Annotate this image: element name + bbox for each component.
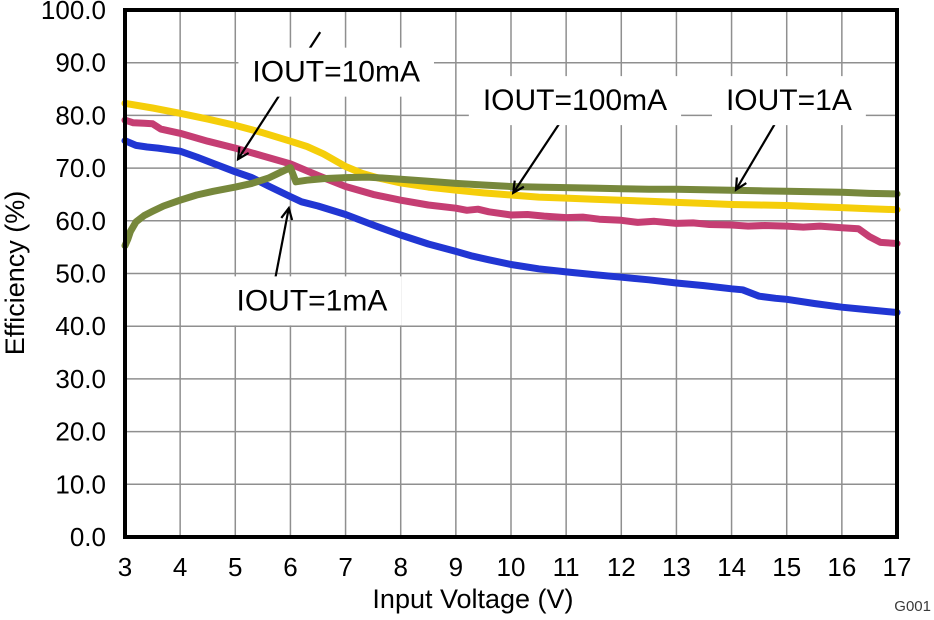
y-tick-label: 90.0 xyxy=(55,48,106,78)
x-tick-label: 9 xyxy=(449,552,463,582)
annotations: IOUT=10mA IOUT=100mA IOUT=1A IOUT=1mA xyxy=(222,31,866,326)
x-axis-title: Input Voltage (V) xyxy=(372,584,573,614)
annotation-label: IOUT=100mA xyxy=(483,84,667,117)
y-tick-label: 60.0 xyxy=(55,206,106,236)
x-tick-label: 16 xyxy=(827,552,856,582)
graph-id-watermark: G001 xyxy=(894,598,931,615)
curve-iout-10ma xyxy=(121,116,901,247)
annotation-label: IOUT=1A xyxy=(726,84,852,117)
annotation-label: IOUT=1mA xyxy=(236,284,387,317)
annotation-label-bg xyxy=(711,76,866,126)
x-tick-label: 17 xyxy=(883,552,912,582)
annotation-label-bg xyxy=(238,47,434,97)
curve-iout-100ma xyxy=(121,99,901,214)
annotation-label-bg xyxy=(222,276,402,326)
plot-frame xyxy=(123,8,899,539)
x-tick-label: 14 xyxy=(717,552,746,582)
x-tick-label: 10 xyxy=(497,552,526,582)
x-tick-label: 7 xyxy=(338,552,352,582)
x-tick-label: 4 xyxy=(173,552,187,582)
y-tick-label: 40.0 xyxy=(55,311,106,341)
x-tick-label: 8 xyxy=(393,552,407,582)
y-tick-label: 20.0 xyxy=(55,417,106,447)
x-tick-label: 13 xyxy=(662,552,691,582)
x-tick-label: 15 xyxy=(772,552,801,582)
annotation-label: IOUT=10mA xyxy=(252,56,420,89)
series-curves xyxy=(121,99,901,316)
y-tick-label: 70.0 xyxy=(55,153,106,183)
y-tick-label: 50.0 xyxy=(55,259,106,289)
x-tick-label: 11 xyxy=(553,552,580,582)
y-tick-label: 0.0 xyxy=(70,522,106,552)
y-tick-label: 10.0 xyxy=(55,469,106,499)
annotation-label-bg xyxy=(468,76,682,126)
y-tick-label: 100.0 xyxy=(41,0,106,25)
x-tick-label: 5 xyxy=(228,552,242,582)
y-tick-label: 30.0 xyxy=(55,364,106,394)
curve-iout-1a xyxy=(121,164,901,250)
x-tick-label: 3 xyxy=(118,552,132,582)
curve-iout-1ma xyxy=(121,137,901,316)
tick-labels: 3 4 5 6 7 8 9 10 11 12 13 14 15 16 17 0.0 10.0 20.0 30.0 40… xyxy=(41,0,912,582)
x-tick-label: 12 xyxy=(607,552,636,582)
y-tick-label: 80.0 xyxy=(55,100,106,130)
x-tick-label: 6 xyxy=(283,552,297,582)
y-axis-title: Efficiency (%) xyxy=(0,191,30,356)
